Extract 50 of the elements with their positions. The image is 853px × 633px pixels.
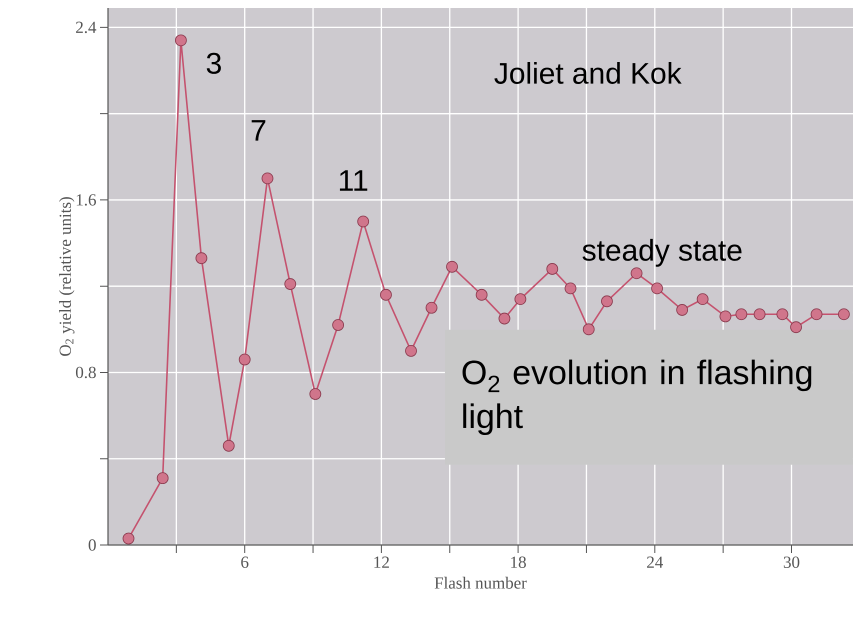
point xyxy=(676,304,688,316)
y-axis-title: O$_{2}$ yield (relative units) xyxy=(59,197,74,356)
point xyxy=(175,34,187,46)
annotation: Joliet and Kok xyxy=(494,62,682,84)
point xyxy=(720,310,732,322)
point xyxy=(790,321,802,334)
point xyxy=(838,308,850,320)
x-axis-title: Flash number xyxy=(434,576,527,589)
point xyxy=(564,282,576,294)
point xyxy=(262,172,274,184)
point xyxy=(651,282,663,294)
point xyxy=(601,295,613,308)
point xyxy=(284,278,296,290)
x-tick-label: 18 xyxy=(511,556,526,568)
point xyxy=(156,472,169,484)
point xyxy=(357,216,370,228)
point xyxy=(476,288,488,301)
point xyxy=(309,388,322,400)
point xyxy=(426,302,438,314)
annotation: O$_{2}$ evolution in flashing light xyxy=(462,360,812,435)
point xyxy=(696,293,709,306)
point xyxy=(122,532,134,544)
point xyxy=(514,293,526,306)
point xyxy=(446,260,458,273)
annotation: steady state xyxy=(582,238,742,267)
y-tick-label: 0 xyxy=(88,539,96,551)
x-tick-label: 6 xyxy=(241,556,248,568)
y-tick-label: 0.8 xyxy=(76,366,96,378)
point xyxy=(776,308,788,320)
annotation: 3 xyxy=(206,52,221,74)
y-tick-label: 1.6 xyxy=(76,194,96,206)
point xyxy=(380,288,392,301)
point xyxy=(196,252,208,264)
x-tick-label: 24 xyxy=(647,556,663,568)
annotation: 11 xyxy=(340,170,368,191)
x-tick-label: 30 xyxy=(784,556,800,568)
annotation: 7 xyxy=(252,120,266,141)
point xyxy=(332,319,344,331)
point xyxy=(810,308,822,320)
point xyxy=(546,263,558,275)
point xyxy=(735,308,748,320)
point xyxy=(630,267,642,280)
point xyxy=(498,312,510,324)
x-tick-label: 12 xyxy=(374,556,389,568)
point xyxy=(238,354,251,366)
y-tick-label: 2.4 xyxy=(76,22,96,34)
point xyxy=(754,308,766,320)
point xyxy=(222,440,235,452)
point xyxy=(582,323,595,336)
point xyxy=(405,345,417,357)
